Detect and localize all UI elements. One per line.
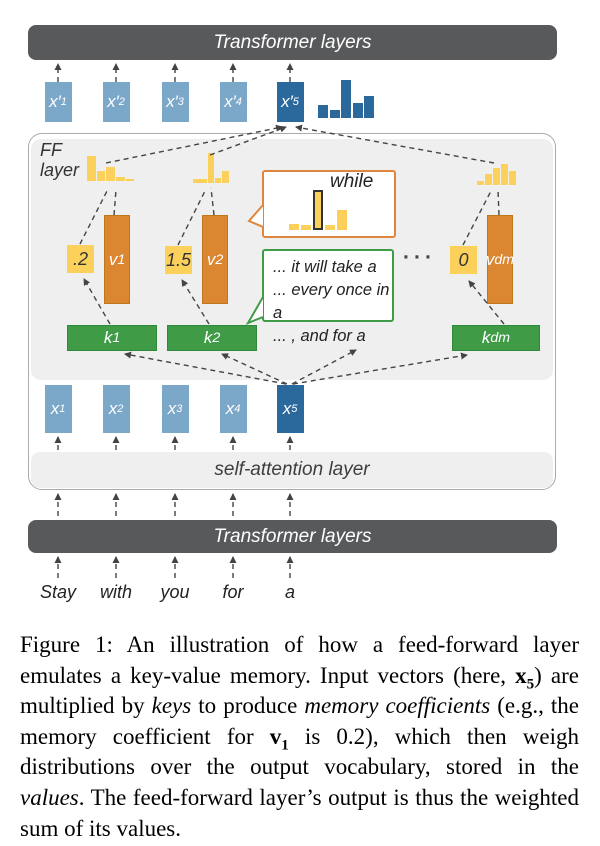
output-vector-box-2: x′ 2 — [102, 82, 130, 122]
chart-bar — [200, 179, 207, 183]
ff-label-line1: FF — [40, 140, 62, 160]
examples-speech-bubble: ... it will take a ... every once in a...… — [262, 249, 394, 345]
input-token-3: you — [160, 582, 190, 602]
memory-coefficient-box-3: 0 — [450, 246, 477, 274]
caption-segment: to produce — [191, 693, 305, 719]
chart-bar — [106, 167, 115, 181]
input-token-4: for — [222, 582, 244, 602]
chart-bar — [484, 174, 492, 185]
chart-bar — [318, 105, 328, 118]
output-vector-box-4: x′ 4 — [219, 82, 247, 122]
chart-bar — [87, 156, 96, 181]
output-vector-box-1: x′ 1 — [44, 82, 72, 122]
chart-bar — [301, 225, 311, 230]
output-vector-box-5: x′ 5 — [276, 82, 304, 122]
memory-coefficient-box-2: 1.5 — [165, 246, 192, 274]
transformer-layers-bottom-bar: Transformer layers — [28, 520, 557, 553]
chart-bar — [214, 178, 222, 183]
chart-bar — [337, 210, 347, 230]
caption-segment: is 0.2), which then weigh distributions … — [20, 723, 580, 780]
chart-bar — [289, 224, 299, 230]
chart-bar — [222, 171, 229, 183]
ff-label-line2: layer — [40, 160, 80, 180]
example-line: ... every once in a — [273, 281, 390, 322]
chart-bar — [508, 171, 516, 185]
diagram: Transformer layers x′ 1 x′ 2 x′ 3 x′ 4 x′ 5 FF la… — [28, 25, 557, 602]
chart-bar — [500, 164, 508, 185]
caption-segment: keys — [151, 693, 192, 719]
caption-segment: ) are multiplied by — [20, 662, 579, 719]
chart-bar — [477, 181, 484, 185]
value-box-3: v dm — [486, 215, 514, 304]
transformer-layers-bottom-label: Transformer layers — [213, 525, 372, 547]
chart-bar — [207, 153, 215, 183]
output-distribution-chart — [318, 80, 374, 118]
value-vdm-distribution-chart — [477, 164, 516, 185]
chart-bar — [364, 96, 374, 118]
caption-segment: values — [20, 784, 79, 810]
caption-segment: (e.g., the memory coefficient for — [20, 693, 580, 749]
chart-bar — [96, 171, 106, 181]
chart-bar — [325, 225, 335, 230]
self-attention-layer-label: self-attention layer — [214, 459, 370, 480]
example-line: ... it will take a — [273, 258, 377, 276]
self-attention-layer-bar: self-attention layer — [31, 452, 553, 488]
input-token-5: a — [284, 582, 296, 602]
chart-bar — [492, 168, 500, 185]
caption-segment: 1 — [281, 737, 289, 754]
chart-bar — [341, 80, 351, 118]
chart-bar — [352, 103, 363, 118]
value-v1-distribution-chart — [87, 156, 135, 181]
output-vector-box-3: x′ 3 — [161, 82, 189, 122]
chart-bar — [329, 110, 340, 118]
key-bar-3: k dm — [452, 325, 540, 351]
transformer-layers-top-bar: Transformer layers — [28, 25, 557, 60]
chart-bar — [313, 190, 323, 230]
example-line: ... , and for a — [273, 327, 366, 345]
chart-bar — [125, 179, 135, 181]
ellipsis-dots: ··· — [403, 246, 436, 269]
caption-segment: 5 — [526, 676, 535, 693]
figure-caption: Figure 1: An illustration of how a feed-… — [20, 630, 579, 844]
value-v2-distribution-chart — [193, 153, 229, 183]
chart-bar — [193, 179, 200, 183]
caption-segment: memory coefficients — [304, 693, 491, 719]
chart-bar — [116, 177, 125, 181]
transformer-layers-top-label: Transformer layers — [213, 31, 372, 53]
while-distribution-chart — [289, 190, 347, 230]
input-token-2: with — [99, 582, 133, 602]
while-bubble-label: while — [330, 171, 374, 192]
caption-segment: x — [515, 662, 527, 688]
caption-segment: . The feed-forward layer’s output is thu… — [20, 784, 579, 841]
caption-segment: v — [269, 723, 282, 749]
input-token-1: Stay — [39, 582, 77, 602]
caption-segment: Figure 1: An illustration of how a feed-… — [20, 632, 579, 688]
ff-layer-label: FF layer — [40, 140, 79, 180]
memory-coefficient-box-1: .2 — [67, 245, 94, 273]
